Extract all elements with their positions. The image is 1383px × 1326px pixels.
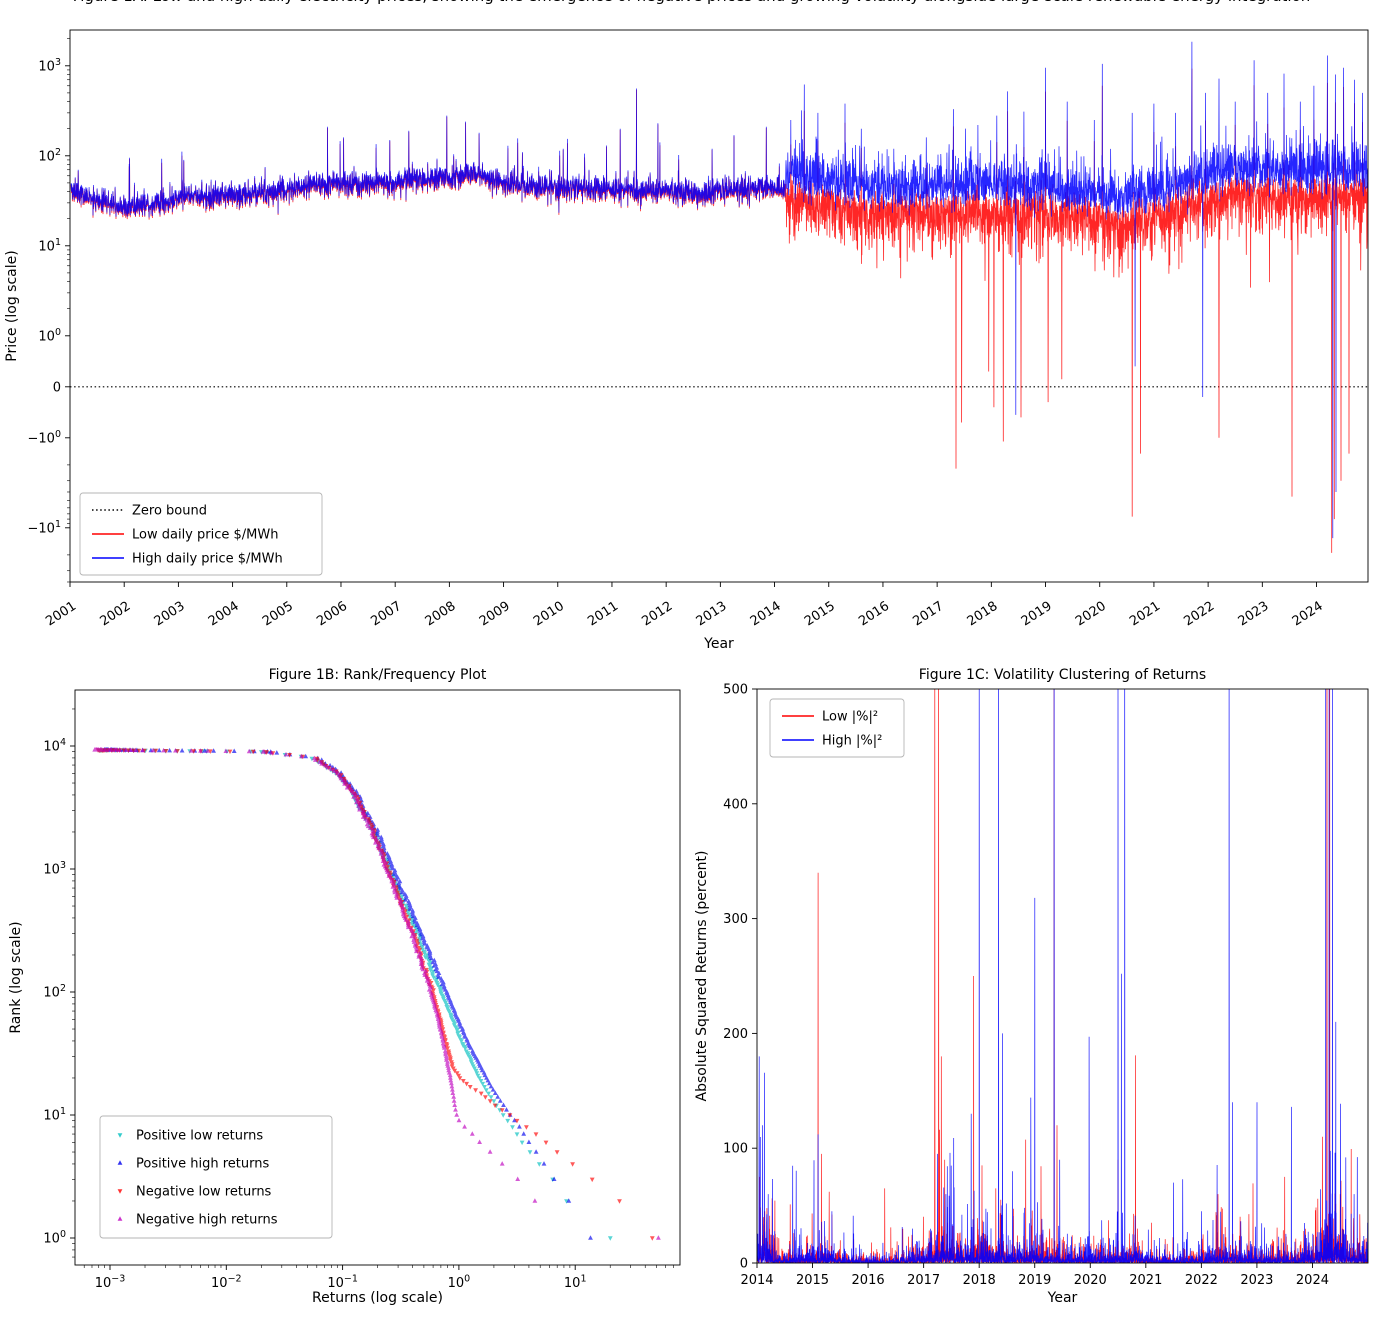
x-tick-label: 2020 bbox=[1073, 599, 1109, 630]
fig1a-legend: Zero bound Low daily price $/MWh High dail… bbox=[79, 492, 323, 576]
legend-marker-up-triangle-icon bbox=[117, 1160, 123, 1165]
tick-label: 103 bbox=[38, 57, 61, 75]
figure-1a: 103 102 101 100 0 −100 −101 2001 2002 2003 2004 200… bbox=[4, 29, 1369, 652]
legend-label: Low |%|² bbox=[822, 710, 878, 725]
tick-label: 100 bbox=[38, 327, 61, 345]
legend-marker-up-triangle-icon bbox=[117, 1216, 123, 1221]
x-tick-label: 2013 bbox=[694, 599, 730, 630]
fig1b-title: Figure 1B: Rank/Frequency Plot bbox=[269, 667, 487, 683]
x-tick-label: 2023 bbox=[1240, 1273, 1273, 1288]
x-tick-label: 2007 bbox=[368, 599, 404, 630]
x-tick-label: 2012 bbox=[639, 599, 675, 630]
tick-label: 104 bbox=[43, 737, 66, 755]
legend-marker-down-triangle-icon bbox=[117, 1189, 123, 1194]
legend-label: High |%|² bbox=[822, 734, 882, 749]
x-tick-label: 2023 bbox=[1236, 599, 1272, 630]
x-tick-label: 2015 bbox=[796, 1273, 829, 1288]
tick-label: 101 bbox=[564, 1274, 587, 1292]
x-tick-label: 2011 bbox=[585, 599, 621, 630]
tick-label: 0 bbox=[53, 380, 61, 395]
legend-label: Low daily price $/MWh bbox=[132, 528, 278, 543]
x-tick-label: 2005 bbox=[260, 599, 296, 630]
fig1a-xlabel: Year bbox=[703, 636, 734, 652]
x-tick-label: 2018 bbox=[963, 1273, 996, 1288]
x-tick-label: 2022 bbox=[1181, 599, 1217, 630]
x-tick-label: 2002 bbox=[97, 599, 133, 630]
fig1c-xlabel: Year bbox=[1047, 1290, 1078, 1306]
x-tick-label: 2021 bbox=[1127, 599, 1163, 630]
legend-label: High daily price $/MWh bbox=[132, 552, 283, 567]
tick-label: 101 bbox=[38, 237, 61, 255]
x-tick-label: 2003 bbox=[152, 599, 188, 630]
x-tick-label: 2014 bbox=[740, 1273, 773, 1288]
fig1a-series-low-price bbox=[70, 68, 1368, 553]
legend-label: Positive high returns bbox=[136, 1157, 269, 1172]
legend-label: Zero bound bbox=[132, 504, 207, 519]
figure-1b: Figure 1B: Rank/Frequency Plot 10−3 10−2 10… bbox=[8, 667, 681, 1306]
x-tick-label: 2016 bbox=[852, 1273, 885, 1288]
tick-label: 100 bbox=[43, 1229, 66, 1247]
tick-label: −101 bbox=[28, 519, 61, 537]
fig1c-legend: Low |%|² High |%|² bbox=[769, 698, 905, 758]
legend-label: Negative high returns bbox=[136, 1213, 278, 1228]
fig1c-ylabel: Absolute Squared Returns (percent) bbox=[694, 850, 710, 1101]
tick-label: 102 bbox=[38, 147, 61, 165]
x-tick-label: 2024 bbox=[1296, 1273, 1329, 1288]
legend-label: Positive low returns bbox=[136, 1129, 263, 1144]
tick-label: 10−3 bbox=[95, 1274, 126, 1292]
x-tick-label: 2001 bbox=[43, 599, 79, 630]
tick-label: 100 bbox=[448, 1274, 471, 1292]
x-tick-label: 2024 bbox=[1290, 599, 1326, 630]
x-tick-label: 2008 bbox=[423, 599, 459, 630]
fig1b-legend: Positive low returns Positive high return… bbox=[99, 1115, 333, 1239]
x-tick-label: 2017 bbox=[907, 1273, 940, 1288]
fig1a-frame bbox=[69, 29, 1369, 583]
tick-label: 101 bbox=[43, 1106, 66, 1124]
fig1b-frame bbox=[74, 689, 681, 1266]
figure-1a-clipped-title: Figure 1A: Low and high daily electricit… bbox=[0, 0, 1383, 5]
x-tick-label: 2004 bbox=[206, 599, 242, 630]
x-tick-label: 2017 bbox=[910, 599, 946, 630]
fig1b-ylabel: Rank (log scale) bbox=[8, 921, 24, 1033]
x-tick-label: 2022 bbox=[1185, 1273, 1218, 1288]
figure-1c: Figure 1C: Volatility Clustering of Retu… bbox=[694, 667, 1369, 1306]
x-tick-label: 2021 bbox=[1129, 1273, 1162, 1288]
fig1c-frame bbox=[756, 688, 1369, 1264]
fig1a-ylabel: Price (log scale) bbox=[4, 250, 20, 361]
fig1b-xlabel: Returns (log scale) bbox=[312, 1290, 443, 1306]
x-tick-label: 2010 bbox=[531, 599, 567, 630]
tick-label: 400 bbox=[723, 797, 748, 812]
tick-label: 103 bbox=[43, 860, 66, 878]
x-tick-label: 2009 bbox=[477, 599, 513, 630]
x-tick-label: 2015 bbox=[802, 599, 838, 630]
tick-label: −100 bbox=[28, 429, 61, 447]
legend-marker-down-triangle-icon bbox=[117, 1133, 123, 1138]
fig1c-title: Figure 1C: Volatility Clustering of Retu… bbox=[919, 667, 1206, 683]
tick-label: 102 bbox=[43, 983, 66, 1001]
tick-label: 100 bbox=[723, 1142, 748, 1157]
tick-label: 10−2 bbox=[211, 1274, 242, 1292]
tick-label: 500 bbox=[723, 683, 748, 698]
x-tick-label: 2019 bbox=[1019, 599, 1055, 630]
tick-label: 300 bbox=[723, 912, 748, 927]
x-tick-label: 2016 bbox=[856, 599, 892, 630]
x-tick-label: 2006 bbox=[314, 599, 350, 630]
x-tick-label: 2019 bbox=[1018, 1273, 1051, 1288]
fig1a-series-high-price bbox=[70, 41, 1368, 539]
tick-label: 200 bbox=[723, 1027, 748, 1042]
x-tick-label: 2014 bbox=[748, 599, 784, 630]
tick-label: 0 bbox=[740, 1257, 748, 1272]
x-tick-label: 2020 bbox=[1074, 1273, 1107, 1288]
legend-label: Negative low returns bbox=[136, 1185, 272, 1200]
tick-label: 10−1 bbox=[327, 1274, 358, 1292]
x-tick-label: 2018 bbox=[965, 599, 1001, 630]
